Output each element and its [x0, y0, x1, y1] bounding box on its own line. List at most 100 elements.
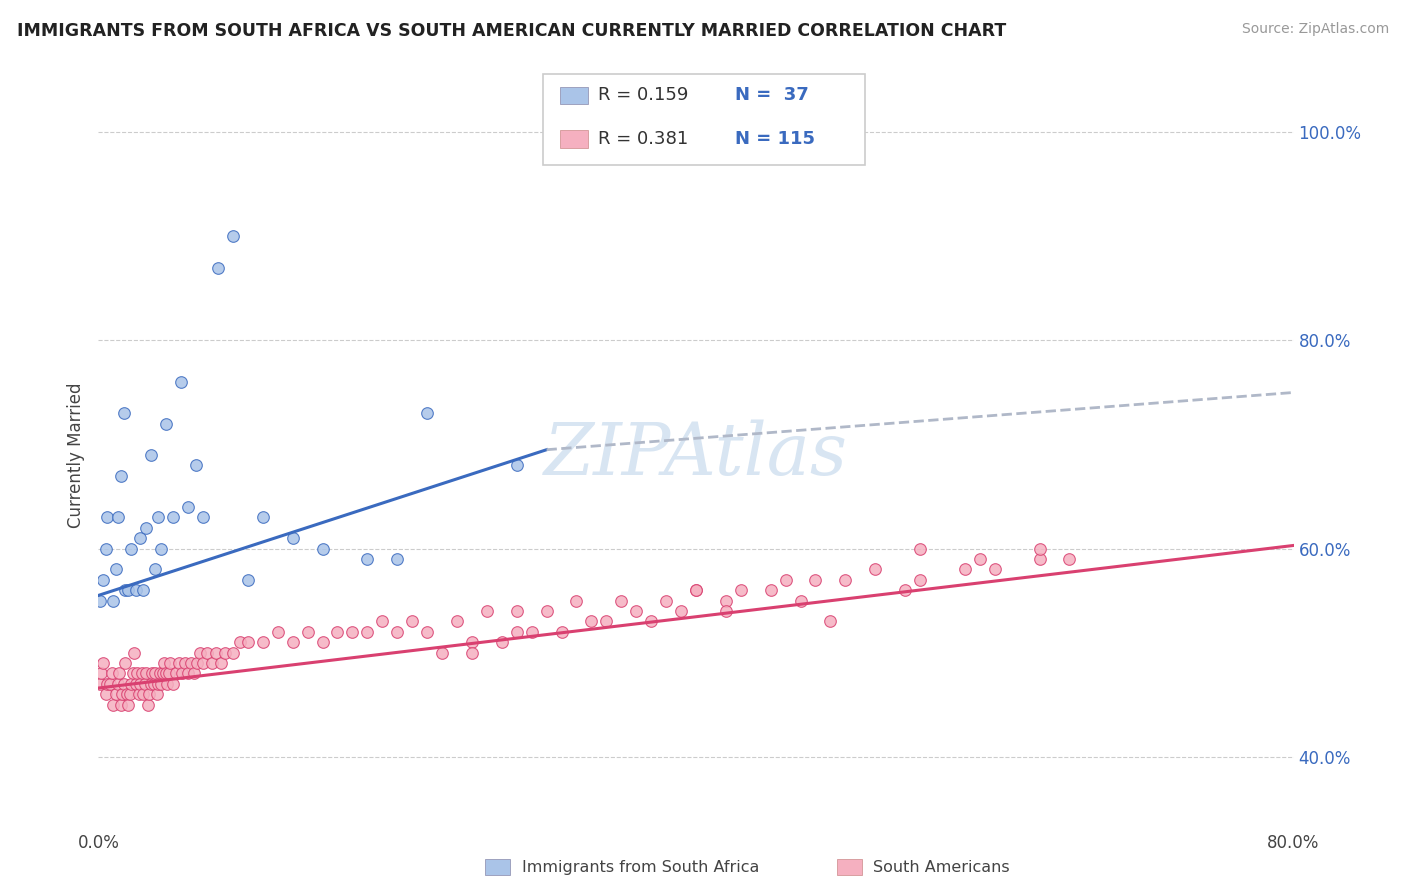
- Point: [124, 646, 146, 660]
- Point: [118, 687, 141, 701]
- Point: [110, 698, 132, 712]
- Point: [775, 573, 797, 587]
- Point: [107, 510, 129, 524]
- Point: [209, 656, 232, 670]
- Point: [127, 666, 149, 681]
- Text: ZIPAtlas: ZIPAtlas: [544, 419, 848, 491]
- Point: [134, 677, 156, 691]
- Point: [155, 417, 177, 431]
- Point: [101, 666, 124, 681]
- Point: [141, 666, 163, 681]
- Point: [111, 687, 134, 701]
- Point: [201, 656, 224, 670]
- Point: [139, 448, 162, 462]
- Point: [229, 635, 252, 649]
- Point: [150, 541, 173, 556]
- Point: [184, 458, 207, 473]
- Point: [520, 624, 543, 639]
- Point: [103, 593, 125, 607]
- Point: [91, 573, 114, 587]
- Point: [506, 624, 529, 639]
- Point: [191, 510, 214, 524]
- Point: [183, 666, 205, 681]
- Point: [207, 260, 229, 275]
- Point: [311, 541, 333, 556]
- Text: N =  37: N = 37: [735, 87, 808, 104]
- Point: [157, 666, 180, 681]
- Point: [143, 562, 166, 576]
- Point: [626, 604, 648, 618]
- Point: [94, 541, 117, 556]
- Point: [105, 562, 128, 576]
- Point: [156, 677, 179, 691]
- Point: [1028, 552, 1050, 566]
- Point: [110, 468, 132, 483]
- Point: [96, 510, 118, 524]
- Point: [132, 583, 155, 598]
- Point: [461, 646, 484, 660]
- Point: [177, 500, 200, 514]
- Text: IMMIGRANTS FROM SOUTH AFRICA VS SOUTH AMERICAN CURRENTLY MARRIED CORRELATION CHA: IMMIGRANTS FROM SOUTH AFRICA VS SOUTH AM…: [17, 22, 1007, 40]
- Point: [125, 583, 148, 598]
- Point: [120, 677, 142, 691]
- Point: [385, 552, 409, 566]
- Point: [121, 666, 143, 681]
- Point: [129, 531, 152, 545]
- Point: [108, 666, 131, 681]
- Point: [236, 573, 259, 587]
- Point: [536, 604, 558, 618]
- Point: [135, 521, 157, 535]
- Point: [142, 677, 165, 691]
- Point: [117, 583, 139, 598]
- Point: [491, 635, 513, 649]
- Point: [461, 635, 484, 649]
- Point: [252, 510, 274, 524]
- Point: [789, 593, 811, 607]
- Point: [149, 666, 172, 681]
- Point: [135, 666, 157, 681]
- Point: [475, 604, 498, 618]
- Point: [281, 531, 304, 545]
- Text: N = 115: N = 115: [735, 130, 815, 148]
- Point: [214, 646, 236, 660]
- Point: [162, 510, 184, 524]
- Point: [356, 624, 378, 639]
- Point: [759, 583, 782, 598]
- Point: [167, 656, 190, 670]
- Point: [103, 698, 125, 712]
- Point: [550, 624, 572, 639]
- Point: [148, 677, 170, 691]
- Point: [107, 677, 129, 691]
- Point: [401, 615, 423, 629]
- Point: [297, 624, 319, 639]
- Point: [150, 677, 173, 691]
- Point: [96, 677, 118, 691]
- Point: [581, 615, 603, 629]
- Point: [984, 562, 1007, 576]
- Point: [1028, 541, 1050, 556]
- Point: [969, 552, 991, 566]
- Point: [172, 666, 194, 681]
- Point: [908, 541, 931, 556]
- Point: [804, 573, 827, 587]
- Point: [159, 656, 181, 670]
- Point: [169, 375, 191, 389]
- Point: [131, 666, 153, 681]
- Point: [115, 687, 138, 701]
- Point: [128, 687, 150, 701]
- Point: [165, 666, 187, 681]
- Text: R = 0.381: R = 0.381: [598, 130, 688, 148]
- Point: [669, 604, 692, 618]
- Point: [356, 552, 378, 566]
- Point: [685, 583, 707, 598]
- Point: [730, 583, 752, 598]
- Point: [416, 406, 439, 420]
- Point: [326, 624, 349, 639]
- Point: [685, 583, 707, 598]
- Point: [191, 656, 214, 670]
- Point: [565, 593, 588, 607]
- Point: [174, 656, 197, 670]
- Point: [595, 615, 617, 629]
- Text: South Americans: South Americans: [873, 860, 1010, 874]
- Point: [114, 656, 136, 670]
